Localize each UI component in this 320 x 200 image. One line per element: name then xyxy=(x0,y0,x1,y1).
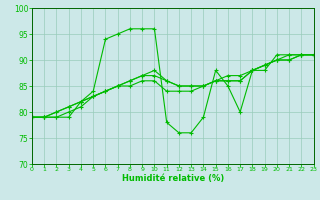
X-axis label: Humidité relative (%): Humidité relative (%) xyxy=(122,174,224,183)
